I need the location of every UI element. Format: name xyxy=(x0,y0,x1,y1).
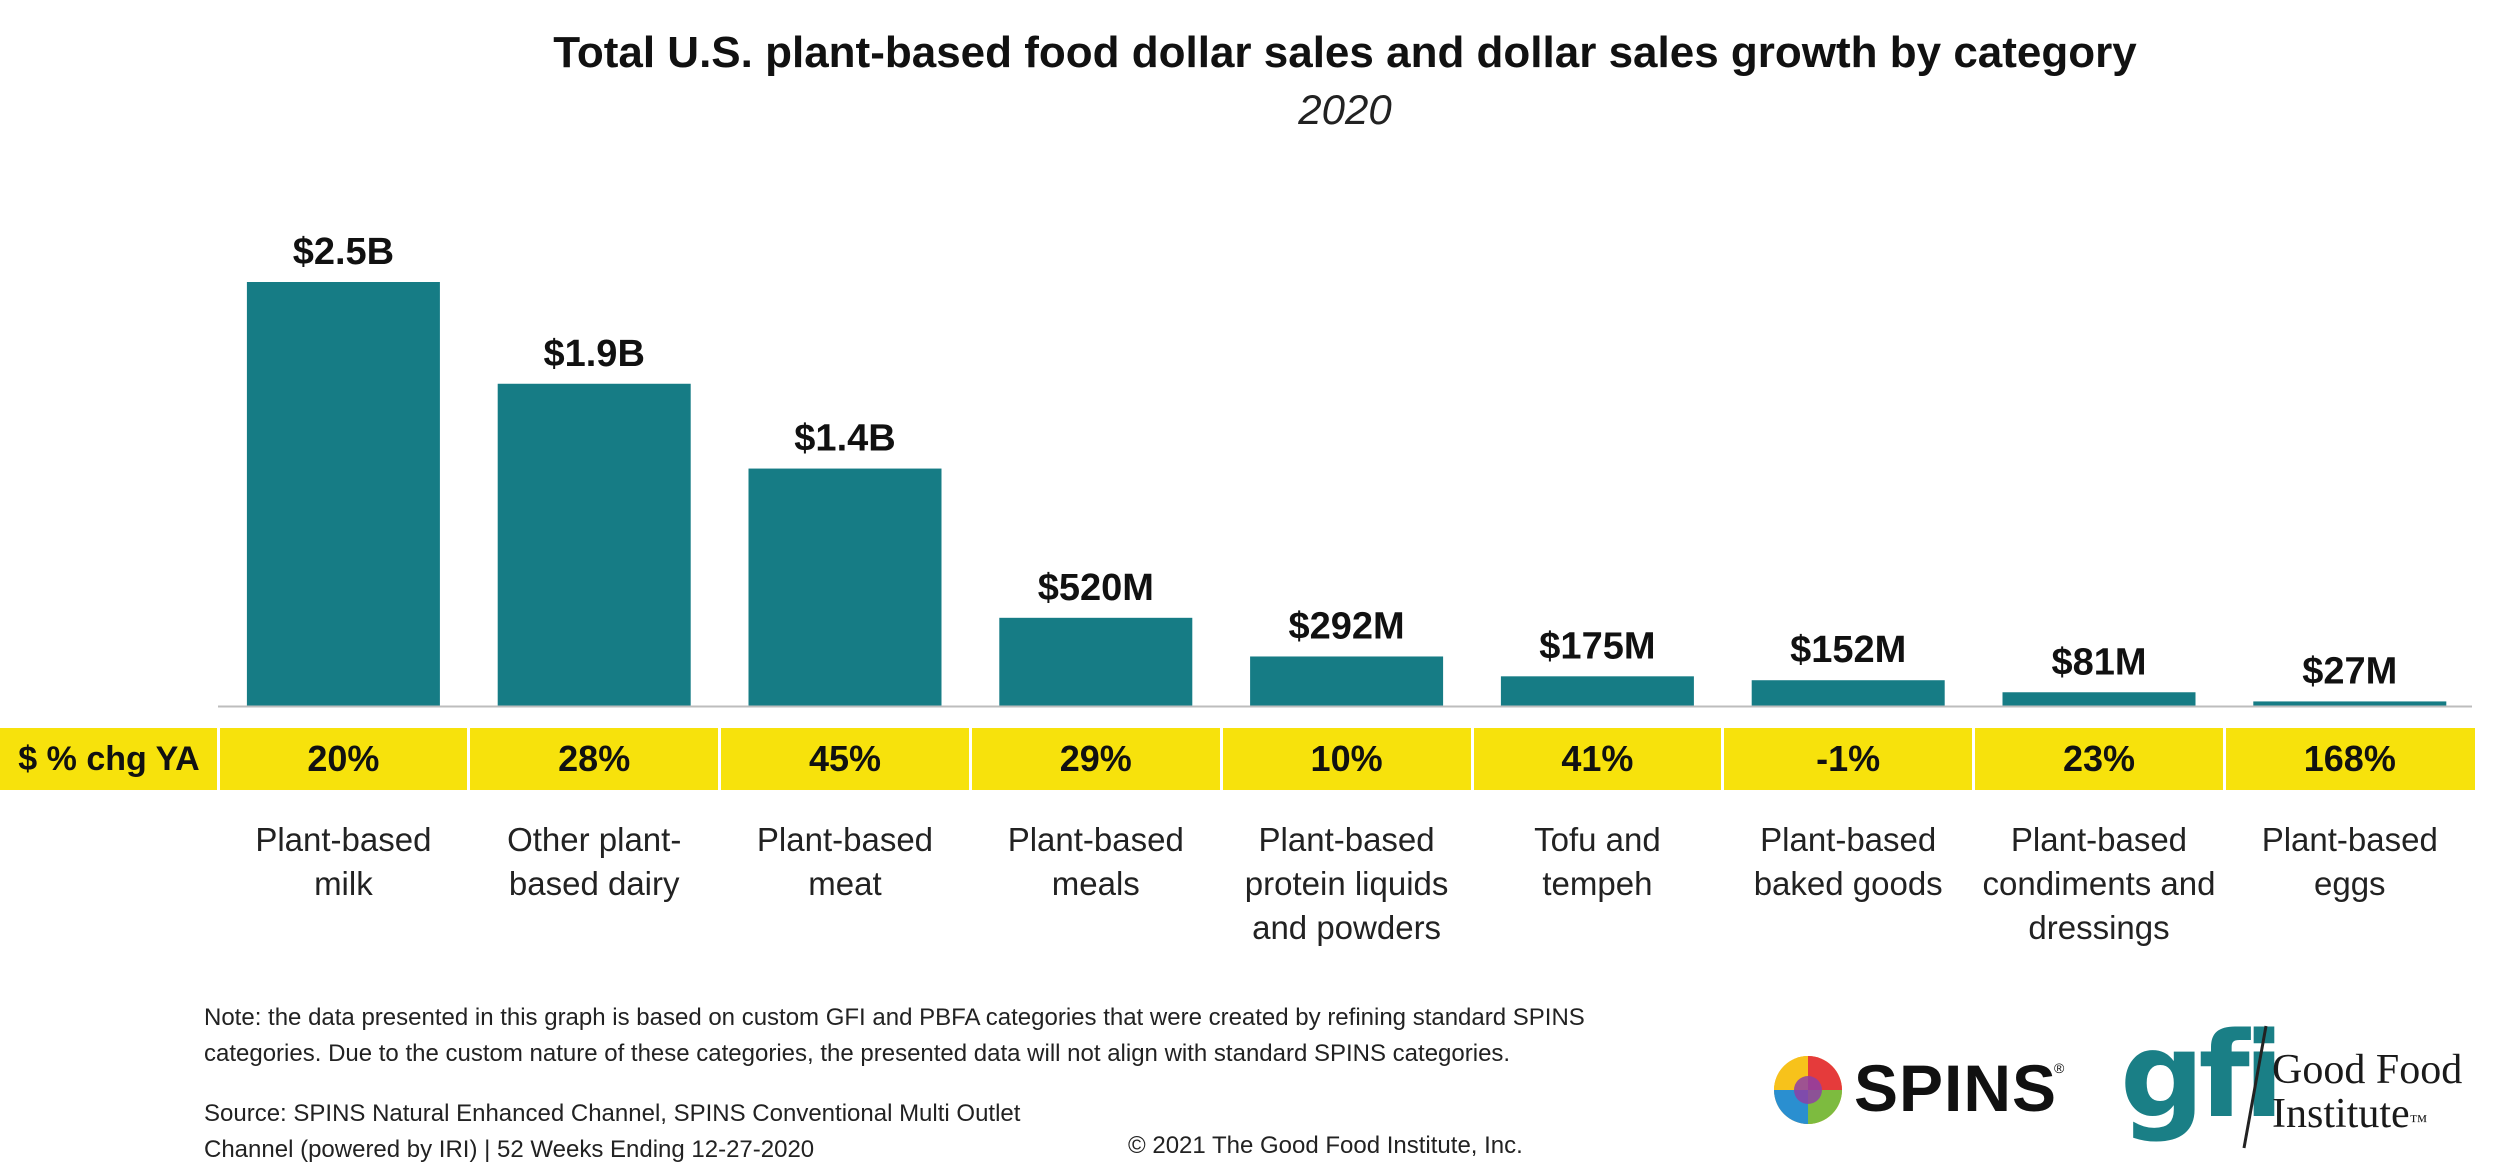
category-label-line: Plant-based xyxy=(2261,821,2438,858)
category-label-line: dressings xyxy=(2028,909,2170,946)
category-label-line: meat xyxy=(808,865,882,902)
gfi-divider-slash xyxy=(2242,1025,2268,1149)
gfi-name: Good Food Institute™ xyxy=(2272,1048,2462,1143)
gfi-name-line-1: Good Food xyxy=(2272,1047,2463,1093)
category-label-line: Plant-based xyxy=(2010,821,2188,858)
growth-cell-7: -1% xyxy=(1816,738,1881,779)
value-label-2: $1.9B xyxy=(543,333,644,375)
gfi-name-line-2: Institute™ xyxy=(2272,1091,2428,1137)
growth-cell-6: 41% xyxy=(1561,738,1634,779)
category-label-line: milk xyxy=(314,865,373,902)
value-label-1: $2.5B xyxy=(293,231,394,273)
growth-band-separator xyxy=(1972,728,1976,790)
category-label-line: protein liquids xyxy=(1244,865,1449,902)
value-label-6: $175M xyxy=(1539,625,1655,667)
category-label-line: Tofu and xyxy=(1534,821,1661,858)
category-label-line: Other plant- xyxy=(507,821,682,858)
bar-1 xyxy=(246,282,440,706)
category-label-line: Plant-based xyxy=(1007,821,1184,858)
growth-band-separator xyxy=(1219,728,1223,790)
growth-band-separator xyxy=(718,728,722,790)
spins-wordmark: SPINS xyxy=(1854,1051,2058,1125)
growth-band xyxy=(0,728,2475,790)
growth-row-label: $ % chg YA xyxy=(18,740,200,778)
source-line-1: Source: SPINS Natural Enhanced Channel, … xyxy=(204,1100,1021,1127)
category-label-line: meals xyxy=(1051,865,1140,902)
bar-6 xyxy=(1500,676,1694,706)
value-label-5: $292M xyxy=(1288,605,1404,647)
growth-cell-5: 10% xyxy=(1310,738,1383,779)
category-label-1: Plant-based milk xyxy=(218,818,469,906)
growth-cell-2: 28% xyxy=(558,738,631,779)
category-label-8: Plant-based condiments and dressings xyxy=(1974,818,2225,950)
growth-band-separator xyxy=(467,728,471,790)
category-label-2: Other plant-based dairy xyxy=(469,818,720,906)
category-label-line: tempeh xyxy=(1542,865,1653,902)
bar-5 xyxy=(1250,656,1444,706)
gfi-trademark: ™ xyxy=(2409,1111,2428,1131)
category-label-line: and powders xyxy=(1252,909,1442,946)
category-label-line: Plant-based xyxy=(756,821,934,858)
growth-band-separator xyxy=(968,728,972,790)
growth-band-separator xyxy=(2222,728,2226,790)
category-label-line: based dairy xyxy=(508,865,680,902)
growth-cell-3: 45% xyxy=(808,738,882,779)
value-label-7: $152M xyxy=(1790,629,1906,671)
spins-registered-mark: ® xyxy=(2054,1060,2065,1076)
category-label-9: Plant-based eggs xyxy=(2224,818,2475,906)
category-label-line: baked goods xyxy=(1753,865,1943,902)
value-label-4: $520M xyxy=(1038,567,1154,609)
bar-8 xyxy=(2002,692,2196,706)
bar-3 xyxy=(748,468,942,706)
category-label-4: Plant-based meals xyxy=(970,818,1221,906)
growth-band-separator xyxy=(1470,728,1474,790)
gfi-logo: gfi Good Food Institute™ xyxy=(2120,1010,2500,1160)
growth-band-separator xyxy=(1721,728,1725,790)
category-label-3: Plant-based meat xyxy=(720,818,971,906)
growth-cell-8: 23% xyxy=(2062,738,2136,779)
value-label-8: $81M xyxy=(2051,641,2146,683)
growth-cell-1: 20% xyxy=(307,738,380,779)
category-label-line: eggs xyxy=(2314,865,2386,902)
footnote: Note: the data presented in this graph i… xyxy=(204,1004,1585,1067)
bar-4 xyxy=(999,617,1193,706)
value-label-9: $27M xyxy=(2302,650,2397,692)
bar-chart: $2.5B $1.9B $1.4B $520M $292M $175M $152M $81M $… xyxy=(218,231,2472,708)
chart-subtitle: 2020 xyxy=(1298,86,1392,133)
spins-globe-icon xyxy=(1774,1056,1842,1124)
chart-title: Total U.S. plant-based food dollar sales… xyxy=(553,28,2137,77)
source-text: Source: SPINS Natural Enhanced Channel, … xyxy=(204,1096,1104,1168)
category-label-6: Tofu and tempeh xyxy=(1472,818,1723,906)
bar-9 xyxy=(2253,701,2447,706)
growth-band-separator xyxy=(216,728,220,790)
category-label-7: Plant-based baked goods xyxy=(1723,818,1974,906)
value-label-3: $1.4B xyxy=(794,418,895,460)
category-label-line: Plant-based xyxy=(1760,821,1937,858)
bar-2 xyxy=(497,383,691,706)
category-label-5: Plant-based protein liquids and powders xyxy=(1221,818,1472,950)
category-label-line: Plant-based xyxy=(255,821,432,858)
bar-7 xyxy=(1751,680,1945,706)
copyright: © 2021 The Good Food Institute, Inc. xyxy=(1128,1132,1523,1159)
source-line-2: Channel (powered by IRI) | 52 Weeks Endi… xyxy=(204,1136,815,1163)
growth-cell-4: 29% xyxy=(1059,738,1132,779)
growth-cell-9: 168% xyxy=(2303,738,2396,779)
category-label-line: Plant-based xyxy=(1258,821,1435,858)
category-label-line: condiments and xyxy=(1982,865,2216,902)
